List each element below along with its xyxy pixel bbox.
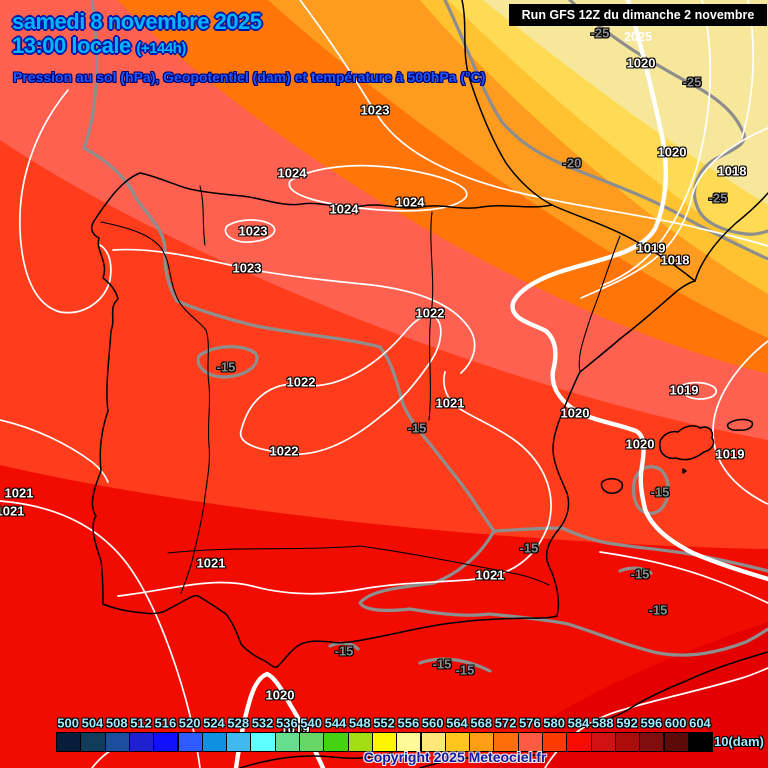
legend-value: 500 [57,715,79,731]
legend-cell [250,732,276,752]
model-run-banner: Run GFS 12Z du dimanche 2 novembre 2025 [509,4,767,44]
legend-value: 540 [300,715,322,731]
legend-value: 600 [664,715,687,731]
legend-value: 564 [446,715,468,731]
legend-value: 584 [567,715,590,731]
legend-value: 560 [421,715,444,731]
legend-value: 552 [373,715,395,731]
legend-cell [639,732,665,752]
legend-value: 528 [227,715,250,731]
isobar-bold-contours [233,0,768,768]
legend-value: 520 [178,715,201,731]
forecast-time: 13:00 locale [12,33,131,58]
legend-cell [323,732,349,752]
legend-value: 508 [105,715,128,731]
legend-unit-label: 10(dam) [714,734,764,749]
legend-cell [128,732,155,752]
legend-value: 556 [397,715,420,731]
legend-value: 548 [348,715,371,731]
legend-cell [566,732,592,752]
isotherm-contours [82,0,768,673]
legend-cell [590,732,616,752]
legend-cell [274,732,300,752]
legend-value: 572 [494,715,517,731]
legend-value: 580 [543,715,565,731]
legend-cell [56,732,82,752]
legend-value: 524 [203,715,225,731]
legend-value: 536 [275,715,298,731]
legend-cell [80,732,106,752]
legend-value: 592 [616,715,638,731]
legend-value: 568 [470,715,493,731]
copyright-notice: Copyright 2025 Meteociel.fr [363,749,547,765]
legend-cell [201,732,228,752]
legend-cell [299,732,325,752]
legend-cell [614,732,641,752]
legend-value: 516 [154,715,177,731]
legend-value: 576 [518,715,541,731]
legend-value: 588 [591,715,614,731]
legend-cell [153,732,179,752]
legend-cell [104,732,130,752]
legend-cell [687,732,714,752]
legend-cell [226,732,252,752]
legend-value: 504 [81,715,104,731]
forecast-date: samedi 8 novembre 2025 [12,9,262,34]
legend-cell [177,732,203,752]
legend-value: 532 [251,715,274,731]
coastlines [91,0,768,768]
legend-value: 544 [324,715,347,731]
legend-value: 604 [689,715,711,731]
map-subtitle: Pression au sol (hPa), Geopotentiel (dam… [13,69,486,85]
forecast-offset: (+144h) [136,40,186,57]
legend-value: 512 [130,715,152,731]
legend-value: 596 [640,715,663,731]
legend-cell [663,732,689,752]
region-borders [100,185,621,594]
forecast-time-row: 13:00 locale (+144h) [12,33,186,59]
